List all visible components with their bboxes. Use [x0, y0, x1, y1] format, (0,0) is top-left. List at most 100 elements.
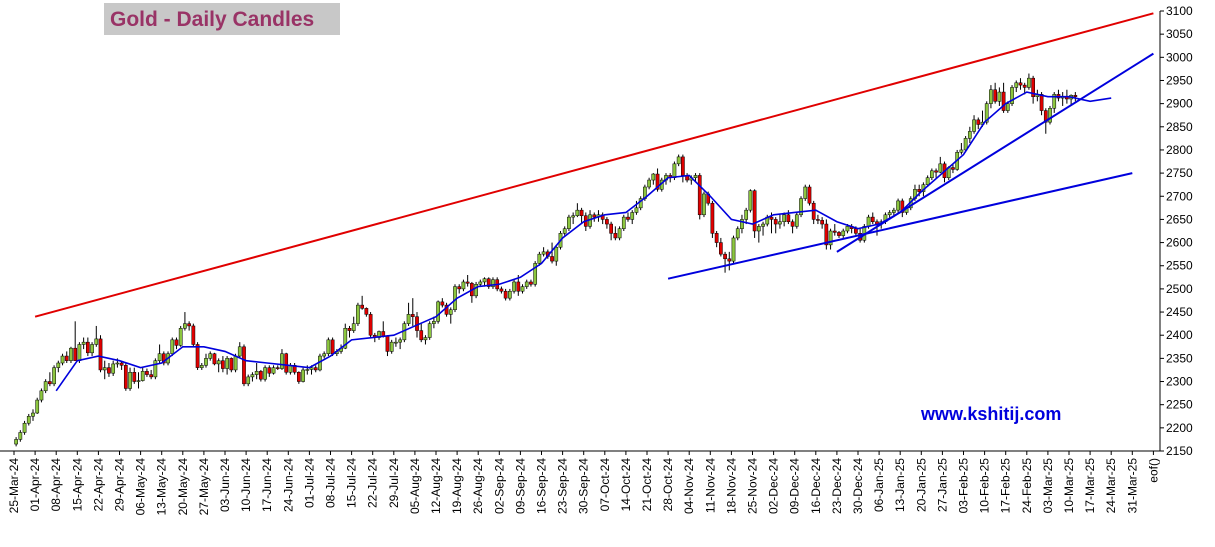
x-tick-label: 15-Apr-24: [70, 458, 84, 512]
y-tick-label: 2350: [1166, 351, 1193, 365]
x-tick-label: 19-Aug-24: [450, 458, 464, 514]
y-tick-label: 2700: [1166, 189, 1193, 203]
candle-body: [254, 371, 259, 375]
watermark: www.kshitij.com: [920, 404, 1061, 424]
candle-body: [22, 422, 27, 433]
candle-body: [993, 89, 997, 102]
x-tick-label: 16-Dec-24: [809, 458, 823, 514]
candle-body: [930, 170, 934, 178]
candle-body: [94, 338, 99, 345]
candle-body: [925, 177, 930, 185]
candle-body: [297, 372, 301, 382]
y-tick-label: 3000: [1166, 50, 1193, 64]
candle-body: [1022, 84, 1027, 88]
x-tick-label: 22-Apr-24: [91, 458, 105, 512]
candle-body: [132, 372, 137, 382]
candle-body: [440, 301, 445, 306]
x-tick-label: 31-Mar-25: [1125, 458, 1139, 514]
candle-body: [77, 344, 82, 361]
x-tick-label: 28-Oct-24: [661, 458, 675, 512]
candle-body: [1018, 82, 1023, 86]
candle-body: [448, 309, 453, 315]
candle-body: [183, 323, 187, 329]
candle-body: [360, 304, 364, 309]
candle-body: [621, 216, 626, 229]
candle-body: [410, 314, 415, 317]
candle-body: [225, 358, 229, 369]
candle-body: [237, 346, 242, 357]
candle-body: [491, 279, 495, 287]
candle-body: [651, 173, 656, 181]
candle-body: [31, 412, 35, 417]
candle-body: [537, 253, 542, 264]
candle-body: [761, 223, 765, 227]
candle-body: [301, 369, 305, 382]
candle-body: [48, 381, 52, 385]
candle-body: [246, 376, 251, 385]
candle-body: [1031, 77, 1035, 97]
candle-body: [356, 304, 360, 324]
candle-body: [520, 286, 525, 292]
candle-body: [824, 223, 829, 246]
y-tick-label: 2300: [1166, 375, 1193, 389]
x-tick-label: 26-Aug-24: [471, 458, 485, 514]
candle-body: [769, 216, 774, 220]
candle-body: [693, 175, 698, 178]
candle-body: [233, 355, 238, 371]
candle-body: [90, 344, 94, 354]
candle-body: [896, 200, 900, 211]
x-tick-label: 10-Feb-25: [978, 458, 992, 514]
candle-body: [69, 347, 73, 361]
candle-body: [512, 281, 516, 292]
candle-body: [35, 399, 40, 414]
candle-body: [427, 323, 432, 338]
candle-body: [892, 209, 896, 213]
candle-body: [216, 360, 221, 365]
x-tick-label: 20-May-24: [176, 458, 190, 516]
candle-body: [107, 367, 111, 374]
candle-body: [347, 328, 352, 331]
x-tick-label: 06-May-24: [134, 458, 148, 516]
candle-body: [145, 371, 149, 375]
candle-body: [790, 221, 795, 227]
candle-body: [1052, 94, 1057, 109]
candle-body: [719, 242, 723, 255]
y-tick-label: 2150: [1166, 444, 1193, 458]
trendline: [34, 12, 1154, 318]
x-tick-label: 08-Apr-24: [49, 458, 63, 512]
y-tick-label: 2900: [1166, 97, 1193, 111]
x-tick-label: 27-Jan-25: [935, 458, 949, 512]
x-tick-label: 23-Dec-24: [830, 458, 844, 514]
trendline: [667, 172, 1133, 280]
x-tick-label: 09-Sep-24: [513, 458, 527, 514]
y-tick-label: 2400: [1166, 328, 1193, 342]
candle-body: [436, 301, 440, 322]
candle-body: [735, 228, 740, 239]
candle-body: [385, 335, 390, 352]
candle-body: [394, 341, 398, 344]
x-tick-label: 09-Dec-24: [788, 458, 802, 514]
candle-body: [702, 193, 706, 216]
candle-body: [486, 278, 491, 287]
candle-body: [655, 173, 660, 190]
candle-body: [364, 308, 369, 315]
candle-body: [178, 328, 183, 346]
x-tick-label: 04-Nov-24: [682, 458, 696, 514]
candle-body: [157, 353, 162, 361]
candle-body: [989, 89, 993, 104]
candle-body: [778, 221, 782, 225]
candle-body: [592, 214, 597, 218]
x-tick-label: 17-Feb-25: [999, 458, 1013, 514]
x-tick-label: 01-Apr-24: [28, 458, 42, 512]
y-tick-label: 2800: [1166, 143, 1193, 157]
candle-body: [807, 186, 812, 204]
candle-body: [111, 363, 116, 374]
candle-body: [305, 369, 310, 371]
candle-body: [26, 416, 31, 424]
x-tick-label: 29-Jul-24: [387, 458, 401, 508]
y-tick-label: 2500: [1166, 282, 1193, 296]
candle-body: [119, 362, 124, 366]
candle-body: [571, 215, 575, 218]
candle-body: [149, 374, 154, 378]
